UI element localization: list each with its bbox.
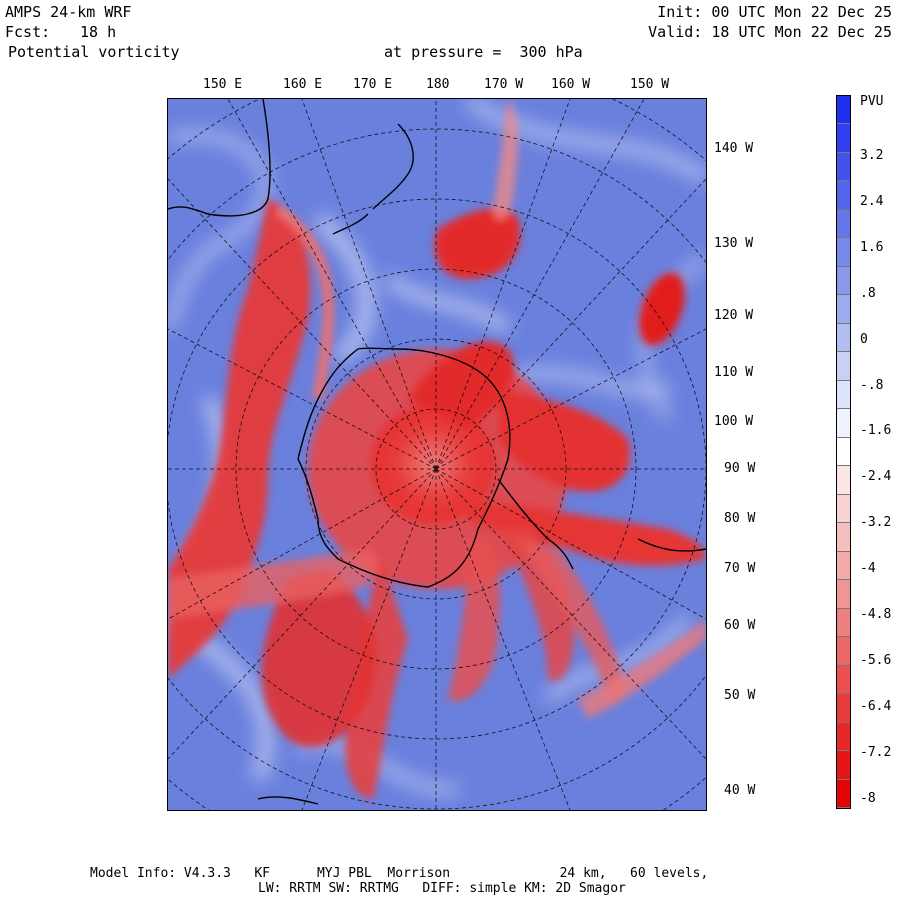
right-longitude-label: 60 W	[724, 618, 756, 633]
colorbar-label: -1.6	[860, 423, 892, 439]
colorbar-swatch	[837, 124, 850, 153]
colorbar-swatch	[837, 380, 850, 410]
colorbar-swatch	[837, 323, 850, 353]
colorbar-label: -8	[860, 790, 876, 806]
right-longitude-label: 120 W	[714, 308, 754, 323]
colorbar-swatch	[837, 152, 850, 182]
colorbar-swatch	[837, 494, 850, 524]
coastlines	[168, 99, 706, 805]
bottom-coast	[257, 796, 319, 805]
colorbar-swatch	[837, 722, 850, 752]
colorbar-label: -6.4	[860, 698, 892, 714]
forecast-label: Fcst:	[5, 23, 51, 41]
antarctic-peninsula	[497, 478, 574, 570]
colorbar-label: -2.4	[860, 469, 892, 485]
colorbar-label: -4.8	[860, 607, 892, 622]
new-zealand-south	[332, 213, 369, 235]
colorbar-swatch	[837, 466, 850, 495]
top-longitude-label: 170 W	[484, 77, 524, 92]
colorbar-label: -.8	[860, 377, 884, 393]
top-longitude-label: 160 W	[551, 77, 591, 92]
colorbar-label: 3.2	[860, 148, 884, 163]
colorbar-swatch	[837, 181, 850, 210]
right-longitude-label: 90 W	[724, 461, 756, 476]
colorbar-label: -7.2	[860, 744, 892, 760]
colorbar-swatch	[837, 437, 850, 467]
right-longitude-label: 80 W	[724, 511, 756, 526]
colorbar-label: -4	[860, 561, 876, 577]
south-america-tip	[637, 538, 706, 552]
colorbar-label: 0	[860, 331, 868, 347]
colorbar-label: -5.6	[860, 652, 892, 668]
colorbar-swatch	[837, 694, 850, 723]
colorbar-swatch	[837, 580, 850, 609]
field-name: Potential vorticity	[8, 43, 180, 61]
colorbar-swatch	[837, 751, 850, 780]
colorbar-swatch	[837, 608, 850, 638]
colorbar-label: .8	[860, 285, 876, 301]
pv-colorbar	[836, 95, 851, 809]
colorbar-swatch	[837, 779, 850, 808]
colorbar-label: -3.2	[860, 515, 892, 531]
right-longitude-label: 130 W	[714, 236, 754, 251]
top-longitude-label: 150 W	[630, 77, 670, 92]
colorbar-swatch	[837, 295, 850, 324]
colorbar-swatch	[837, 266, 850, 296]
forecast-hour: 18 h	[80, 23, 117, 41]
pv-negative-regions	[168, 99, 706, 799]
model-info-line1: Model Info: V4.3.3 KF MYJ PBL Morrison 2…	[90, 866, 709, 881]
graticule	[168, 99, 706, 810]
colorbar-swatch	[837, 637, 850, 666]
colorbar-swatch	[837, 352, 850, 381]
right-longitude-label: 100 W	[714, 414, 754, 429]
pv-map	[167, 98, 707, 811]
antarctica-coast	[297, 347, 511, 588]
australia-coast	[168, 99, 271, 217]
right-longitude-label: 140 W	[714, 141, 754, 156]
pressure-level: at pressure = 300 hPa	[384, 43, 583, 61]
right-longitude-label: 70 W	[724, 561, 756, 576]
model-info-line2: LW: RRTM SW: RRTMG DIFF: simple KM: 2D S…	[258, 881, 626, 896]
new-zealand-north	[372, 123, 414, 210]
colorbar-label: 2.4	[860, 193, 884, 209]
colorbar-swatch	[837, 209, 850, 239]
colorbar-swatch	[837, 409, 850, 438]
colorbar-swatch	[837, 238, 850, 267]
pv-field-svg	[168, 99, 706, 810]
top-longitude-label: 180	[426, 77, 450, 92]
model-title: AMPS 24-km WRF	[5, 3, 132, 21]
colorbar-label: 1.6	[860, 239, 884, 255]
top-longitude-label: 160 E	[283, 77, 323, 92]
top-longitude-label: 170 E	[353, 77, 393, 92]
valid-time: Valid: 18 UTC Mon 22 Dec 25	[648, 23, 892, 41]
right-longitude-label: 50 W	[724, 688, 756, 703]
right-longitude-label: 40 W	[724, 783, 756, 798]
init-time: Init: 00 UTC Mon 22 Dec 25	[657, 3, 892, 21]
right-longitude-label: 110 W	[714, 365, 754, 380]
colorbar-swatch	[837, 523, 850, 552]
colorbar-swatch	[837, 551, 850, 581]
top-longitude-label: 150 E	[203, 77, 243, 92]
colorbar-unit: PVU	[860, 94, 884, 109]
colorbar-swatch	[837, 96, 850, 125]
colorbar-swatch	[837, 665, 850, 695]
